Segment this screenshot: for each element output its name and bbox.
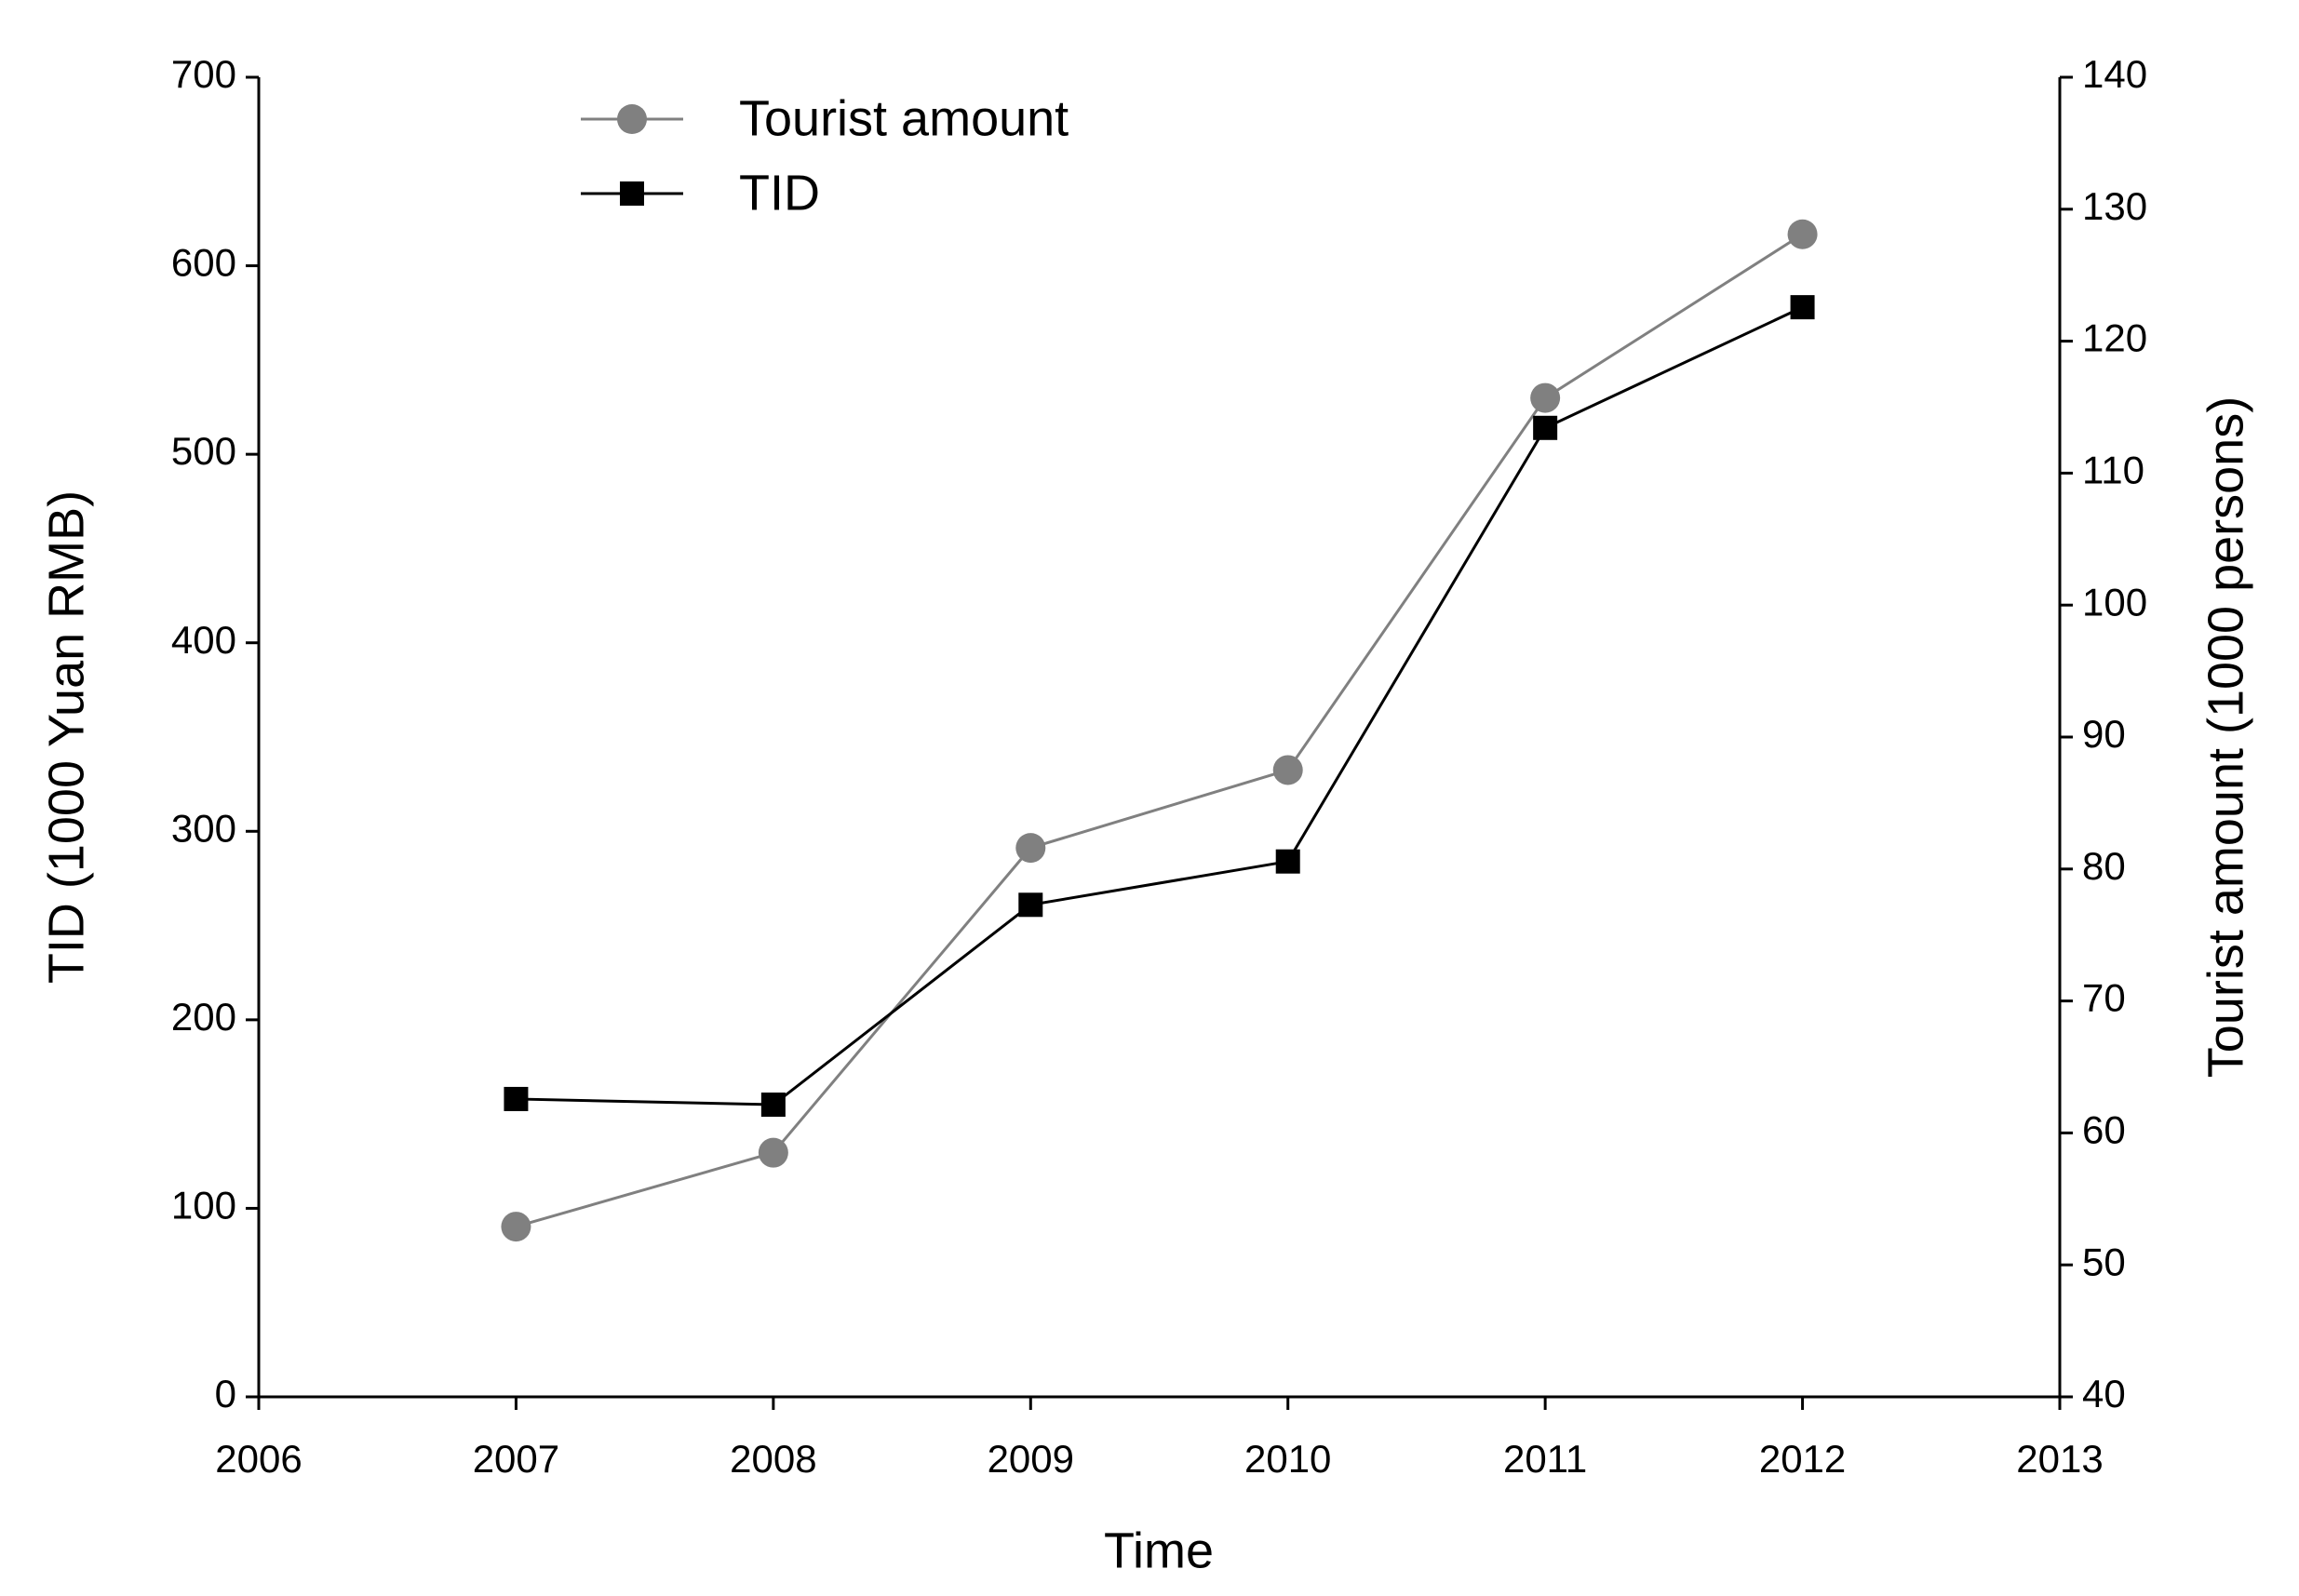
data-point xyxy=(1272,755,1303,785)
data-point xyxy=(1533,415,1558,440)
y-tick-label: 500 xyxy=(171,429,236,473)
y-tick-label: 700 xyxy=(171,52,236,96)
y2-tick-label: 100 xyxy=(2082,580,2147,624)
y-tick-label: 400 xyxy=(171,618,236,662)
series-line xyxy=(516,233,1804,1228)
data-point xyxy=(1015,833,1046,864)
y2-tick-label: 120 xyxy=(2082,316,2147,360)
legend-label: Tourist amount xyxy=(739,90,1069,146)
data-point xyxy=(758,1137,788,1168)
y2-tick-label: 40 xyxy=(2082,1372,2126,1415)
x-tick-label: 2008 xyxy=(730,1437,816,1481)
y-tick-label: 0 xyxy=(215,1372,236,1415)
y2-tick-label: 50 xyxy=(2082,1240,2126,1283)
data-point xyxy=(504,1086,529,1111)
data-point xyxy=(1790,295,1815,320)
y2-tick-label: 110 xyxy=(2082,448,2144,491)
x-axis-title: Time xyxy=(1104,1522,1214,1578)
x-tick-label: 2011 xyxy=(1503,1437,1587,1481)
data-point xyxy=(1275,849,1300,874)
y2-axis-title: Tourist amount (1000 persons) xyxy=(2198,396,2253,1078)
x-tick-label: 2010 xyxy=(1244,1437,1331,1481)
data-point xyxy=(760,1093,786,1118)
legend-marker xyxy=(620,181,644,206)
legend-label: TID xyxy=(739,165,820,221)
data-point xyxy=(1787,219,1818,249)
y2-tick-label: 60 xyxy=(2082,1107,2126,1151)
y-tick-label: 600 xyxy=(171,241,236,285)
data-point xyxy=(501,1212,531,1242)
y2-tick-label: 140 xyxy=(2082,52,2147,96)
y2-tick-label: 130 xyxy=(2082,184,2147,228)
y-axis-title: TID (1000 Yuan RMB) xyxy=(38,490,94,984)
x-tick-label: 2012 xyxy=(1759,1437,1846,1481)
y2-tick-label: 80 xyxy=(2082,844,2126,888)
x-tick-label: 2007 xyxy=(473,1437,559,1481)
series-line xyxy=(516,305,1804,1106)
y-tick-label: 100 xyxy=(171,1184,236,1227)
legend-marker xyxy=(617,104,647,134)
y-tick-label: 300 xyxy=(171,806,236,850)
x-tick-label: 2009 xyxy=(988,1437,1074,1481)
data-point xyxy=(1018,892,1043,918)
y2-tick-label: 70 xyxy=(2082,976,2126,1020)
x-tick-label: 2006 xyxy=(215,1437,302,1481)
y2-tick-label: 90 xyxy=(2082,712,2126,756)
data-point xyxy=(1530,382,1561,413)
x-tick-label: 2013 xyxy=(2016,1437,2103,1481)
y-tick-label: 200 xyxy=(171,995,236,1039)
